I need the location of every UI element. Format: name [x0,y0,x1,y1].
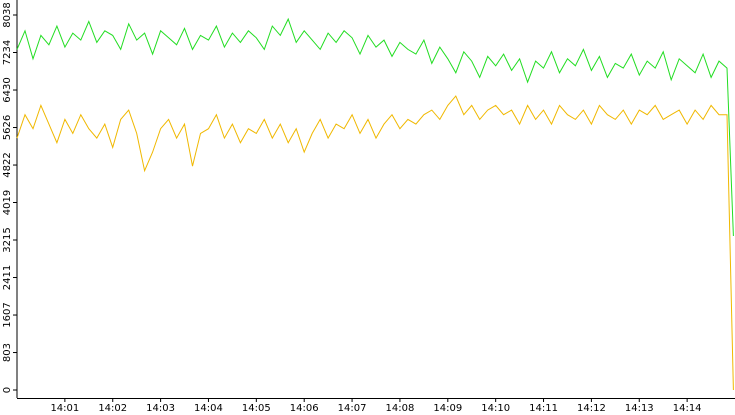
x-tick-label: 14:04 [194,403,223,414]
x-tick-label: 14:10 [481,403,510,414]
series-line [16,17,734,237]
x-tick-label: 14:05 [242,403,271,414]
x-tick-label: 14:13 [625,403,654,414]
x-tick-label: 14:11 [529,403,558,414]
x-tick-label: 14:12 [577,403,606,414]
x-tick-label: 14:01 [50,403,79,414]
x-tick-label: 14:07 [338,403,367,414]
y-tick-label: 4822 [2,152,13,177]
y-tick-label: 6430 [2,77,13,102]
x-tick-label: 14:02 [98,403,127,414]
y-tick-label: 803 [2,343,13,362]
y-tick-label: 0 [2,387,13,393]
y-tick-label: 2411 [2,265,13,290]
y-tick-label: 5626 [2,115,13,140]
series-line [16,95,734,391]
y-tick-label: 7234 [2,40,13,65]
x-tick-label: 14:06 [290,403,319,414]
x-tick-label: 14:14 [673,403,702,414]
y-tick-label: 4019 [2,190,13,215]
x-tick-label: 14:08 [386,403,415,414]
x-tick-label: 14:09 [433,403,462,414]
x-tick-label: 14:03 [146,403,175,414]
y-tick-label: 3215 [2,227,13,252]
y-tick-label: 1607 [2,302,13,327]
y-tick-label: 8038 [2,2,13,27]
